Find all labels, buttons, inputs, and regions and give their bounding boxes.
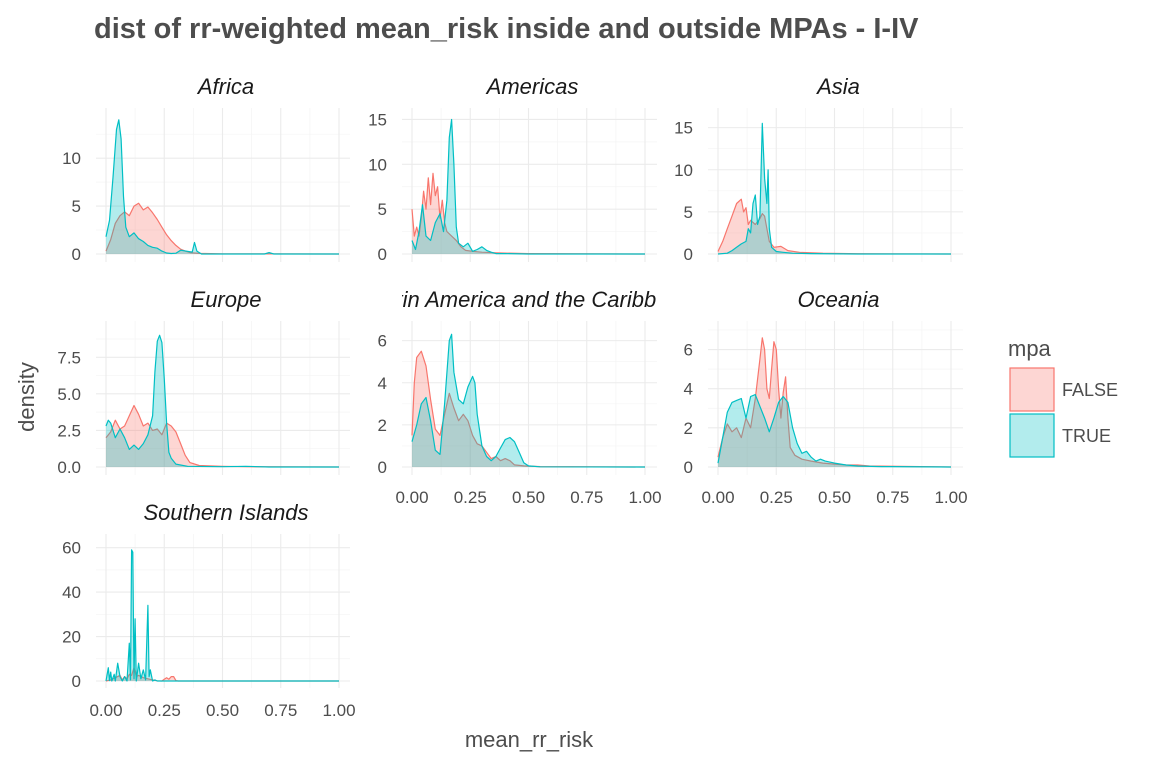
y-tick-label: 0.0 xyxy=(57,458,81,477)
strip-label-africa: Africa xyxy=(196,74,254,99)
x-tick-label: 0.50 xyxy=(818,488,851,507)
x-tick-label: 0.25 xyxy=(760,488,793,507)
facet-panels: 0 5 10 Africa 0 5 10 15 Americas 0 5 10 15 Asia 0.0 2.5… xyxy=(57,74,967,720)
strip-label-asia: Asia xyxy=(815,74,860,99)
density-area-false xyxy=(718,199,951,254)
panel-southern-islands: 0 20 40 60 0.00 0.25 0.50 0.75 1.00 Southern Isla… xyxy=(62,500,355,720)
density-line-false xyxy=(717,198,952,255)
x-tick-label: 1.00 xyxy=(322,701,355,720)
y-axis-title: density xyxy=(14,362,39,432)
density-line-false xyxy=(105,202,340,255)
density-line-false xyxy=(717,337,952,468)
panel-oceania: 0 2 4 6 0.00 0.25 0.50 0.75 1.00 Oceania xyxy=(684,287,968,507)
chart-title: dist of rr-weighted mean_risk inside and… xyxy=(94,13,919,45)
panel-latin-america-and-the-caribbean: 0 2 4 6 0.00 0.25 0.50 0.75 1.00 Latin America an… xyxy=(372,287,693,507)
panel-europe: 0.0 2.5 5.0 7.5 Europe xyxy=(57,287,350,477)
x-tick-label: 0.25 xyxy=(454,488,487,507)
y-tick-label: 10 xyxy=(368,155,387,174)
x-tick-label: 1.00 xyxy=(628,488,661,507)
x-tick-label: 1.00 xyxy=(934,488,967,507)
y-tick-label: 4 xyxy=(378,374,387,393)
y-tick-label: 15 xyxy=(674,119,693,138)
density-line-true xyxy=(717,394,952,468)
strip-label-southern-islands: Southern Islands xyxy=(143,500,308,525)
legend-key-false xyxy=(1009,367,1055,412)
y-tick-label: 15 xyxy=(368,110,387,129)
density-line-true xyxy=(105,119,339,255)
panel-asia: 0 5 10 15 Asia xyxy=(674,74,963,264)
density-area-true xyxy=(106,335,339,467)
y-tick-label: 0 xyxy=(378,458,387,477)
density-line-true xyxy=(105,549,339,682)
y-tick-label: 10 xyxy=(674,161,693,180)
y-tick-label: 60 xyxy=(62,539,81,558)
strip-label-oceania: Oceania xyxy=(798,287,880,312)
density-line-true xyxy=(105,334,339,468)
strip-label-latin-america-and-the-caribbean: Latin America and the Caribbean xyxy=(372,287,693,312)
y-tick-label: 5 xyxy=(684,203,693,222)
y-tick-label: 5 xyxy=(378,200,387,219)
x-tick-label: 0.75 xyxy=(264,701,297,720)
x-tick-label: 0.50 xyxy=(512,488,545,507)
legend-key-true xyxy=(1009,413,1055,458)
y-tick-label: 0 xyxy=(684,245,693,264)
y-tick-label: 4 xyxy=(684,380,693,399)
y-tick-label: 0 xyxy=(72,672,81,691)
x-tick-label: 0.75 xyxy=(876,488,909,507)
strip-label-americas: Americas xyxy=(485,74,579,99)
y-tick-label: 7.5 xyxy=(57,348,81,367)
density-area-true xyxy=(412,334,645,467)
y-tick-label: 5.0 xyxy=(57,385,81,404)
panel-africa: 0 5 10 Africa xyxy=(62,74,350,264)
x-tick-label: 0.00 xyxy=(89,701,122,720)
x-tick-label: 0.00 xyxy=(395,488,428,507)
legend-label-false: FALSE xyxy=(1062,380,1118,400)
y-tick-label: 6 xyxy=(378,332,387,351)
x-axis-title: mean_rr_risk xyxy=(465,727,594,752)
y-tick-label: 0 xyxy=(684,458,693,477)
x-tick-label: 0.50 xyxy=(206,701,239,720)
density-area-true xyxy=(718,394,951,467)
density-area-true xyxy=(412,119,645,254)
density-area-false xyxy=(106,203,339,254)
y-tick-label: 5 xyxy=(72,197,81,216)
y-tick-label: 20 xyxy=(62,628,81,647)
strip-label-europe: Europe xyxy=(191,287,262,312)
density-area-true xyxy=(106,119,339,254)
y-tick-label: 40 xyxy=(62,583,81,602)
density-line-false xyxy=(105,404,340,468)
y-tick-label: 6 xyxy=(684,341,693,360)
x-tick-label: 0.00 xyxy=(701,488,734,507)
density-area-false xyxy=(106,667,339,681)
x-tick-label: 0.25 xyxy=(148,701,181,720)
legend: mpa FALSE TRUE xyxy=(1008,336,1118,458)
density-area-false xyxy=(412,173,645,254)
y-tick-label: 0 xyxy=(378,245,387,264)
density-area-true xyxy=(106,549,339,681)
panel-americas: 0 5 10 15 Americas xyxy=(368,74,657,264)
y-tick-label: 10 xyxy=(62,149,81,168)
y-tick-label: 0 xyxy=(72,245,81,264)
y-tick-label: 2 xyxy=(684,419,693,438)
density-line-true xyxy=(717,122,951,255)
density-area-false xyxy=(106,405,339,467)
y-tick-label: 2 xyxy=(378,416,387,435)
legend-title: mpa xyxy=(1008,336,1052,361)
density-line-true xyxy=(411,333,646,468)
y-tick-label: 2.5 xyxy=(57,421,81,440)
density-line-false xyxy=(411,350,646,468)
density-area-true xyxy=(718,123,951,255)
x-tick-label: 0.75 xyxy=(570,488,603,507)
density-area-false xyxy=(718,337,951,467)
legend-label-true: TRUE xyxy=(1062,426,1111,446)
density-area-false xyxy=(412,351,645,467)
density-line-true xyxy=(411,118,645,255)
